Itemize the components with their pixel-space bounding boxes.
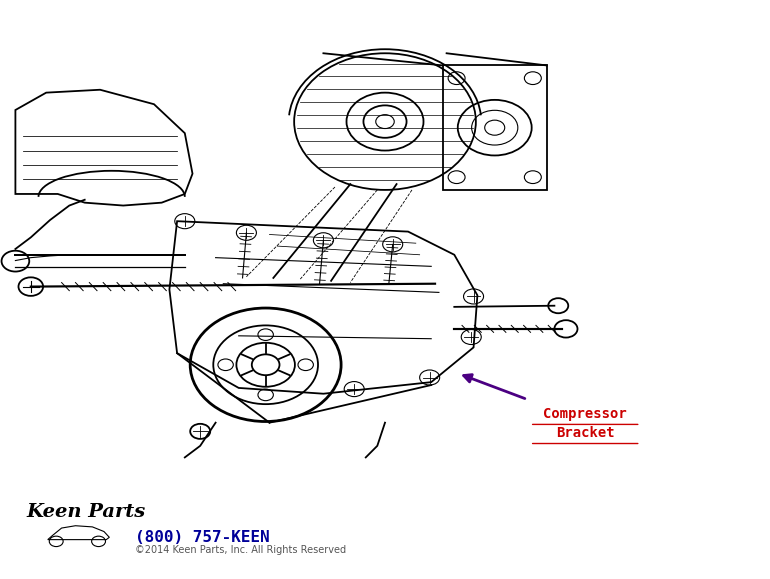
Text: Compressor: Compressor [544,407,627,421]
Text: (800) 757-KEEN: (800) 757-KEEN [135,530,270,545]
Text: Bracket: Bracket [556,426,614,440]
Text: ©2014 Keen Parts, Inc. All Rights Reserved: ©2014 Keen Parts, Inc. All Rights Reserv… [135,545,346,555]
Bar [443,65,547,190]
Text: Keen Parts: Keen Parts [27,503,146,522]
